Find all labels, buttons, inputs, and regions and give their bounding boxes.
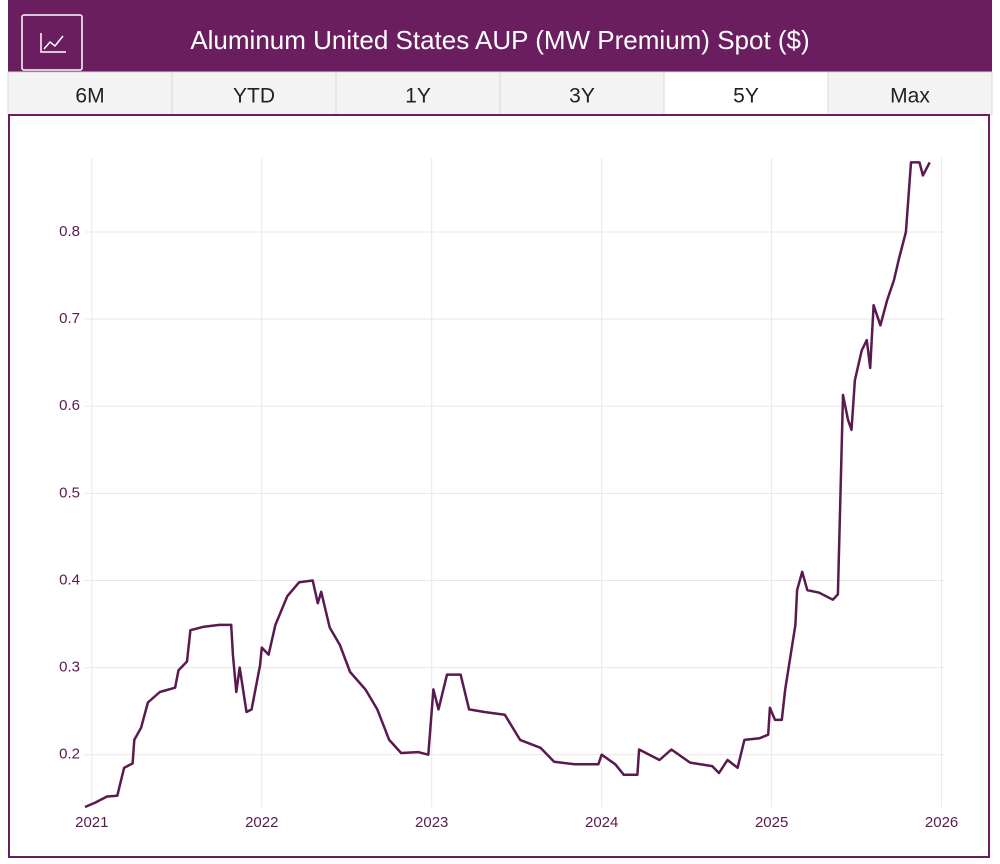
x-tick-label: 2023 bbox=[415, 814, 448, 831]
tab[interactable]: 3Y bbox=[499, 71, 665, 116]
tab[interactable]: YTD bbox=[171, 71, 337, 116]
x-tick-label: 2022 bbox=[245, 814, 278, 831]
chart-title: Aluminum United States AUP (MW Premium) … bbox=[190, 25, 809, 55]
chart-icon-button[interactable] bbox=[21, 14, 83, 71]
tab[interactable]: 6M bbox=[7, 71, 173, 116]
x-tick-label: 2021 bbox=[75, 814, 108, 831]
tab[interactable]: 5Y bbox=[663, 71, 829, 116]
tab[interactable]: Max bbox=[827, 71, 993, 116]
y-tick-label: 0.7 bbox=[59, 310, 80, 327]
tab-background bbox=[499, 71, 665, 116]
x-tick-label: 2024 bbox=[585, 814, 618, 831]
icon-frame bbox=[21, 14, 83, 71]
tab-background bbox=[663, 71, 829, 116]
tab-label: 3Y bbox=[569, 85, 595, 108]
tab-label: YTD bbox=[233, 85, 275, 108]
tab-background bbox=[335, 71, 501, 116]
y-tick-label: 0.6 bbox=[59, 397, 80, 414]
tab-label: Max bbox=[890, 85, 930, 108]
y-tick-label: 0.8 bbox=[59, 223, 80, 240]
x-tick-label: 2026 bbox=[925, 814, 958, 831]
tab-label: 5Y bbox=[733, 85, 759, 108]
tab-label: 1Y bbox=[405, 85, 431, 108]
y-tick-label: 0.5 bbox=[59, 484, 80, 501]
price-line bbox=[84, 161, 931, 809]
x-tick-label: 2025 bbox=[755, 814, 788, 831]
icon-line bbox=[43, 35, 64, 50]
tab[interactable]: 1Y bbox=[335, 71, 501, 116]
y-tick-label: 0.3 bbox=[59, 659, 80, 676]
icon-axes bbox=[40, 33, 66, 53]
y-tick-label: 0.4 bbox=[59, 571, 80, 588]
chart-panel bbox=[8, 114, 990, 858]
tab-row: 6M YTD 1Y 3Y 5Y Max bbox=[7, 71, 993, 116]
tab-background bbox=[827, 71, 993, 116]
plot-area: 0.2 0.3 0.4 0.5 0.6 0.7 0.8 2021 2022 2023 2024 202… bbox=[59, 158, 958, 831]
header-bar bbox=[8, 0, 992, 72]
tab-label: 6M bbox=[75, 85, 104, 108]
y-tick-label: 0.2 bbox=[59, 746, 80, 763]
tab-background bbox=[7, 71, 173, 116]
